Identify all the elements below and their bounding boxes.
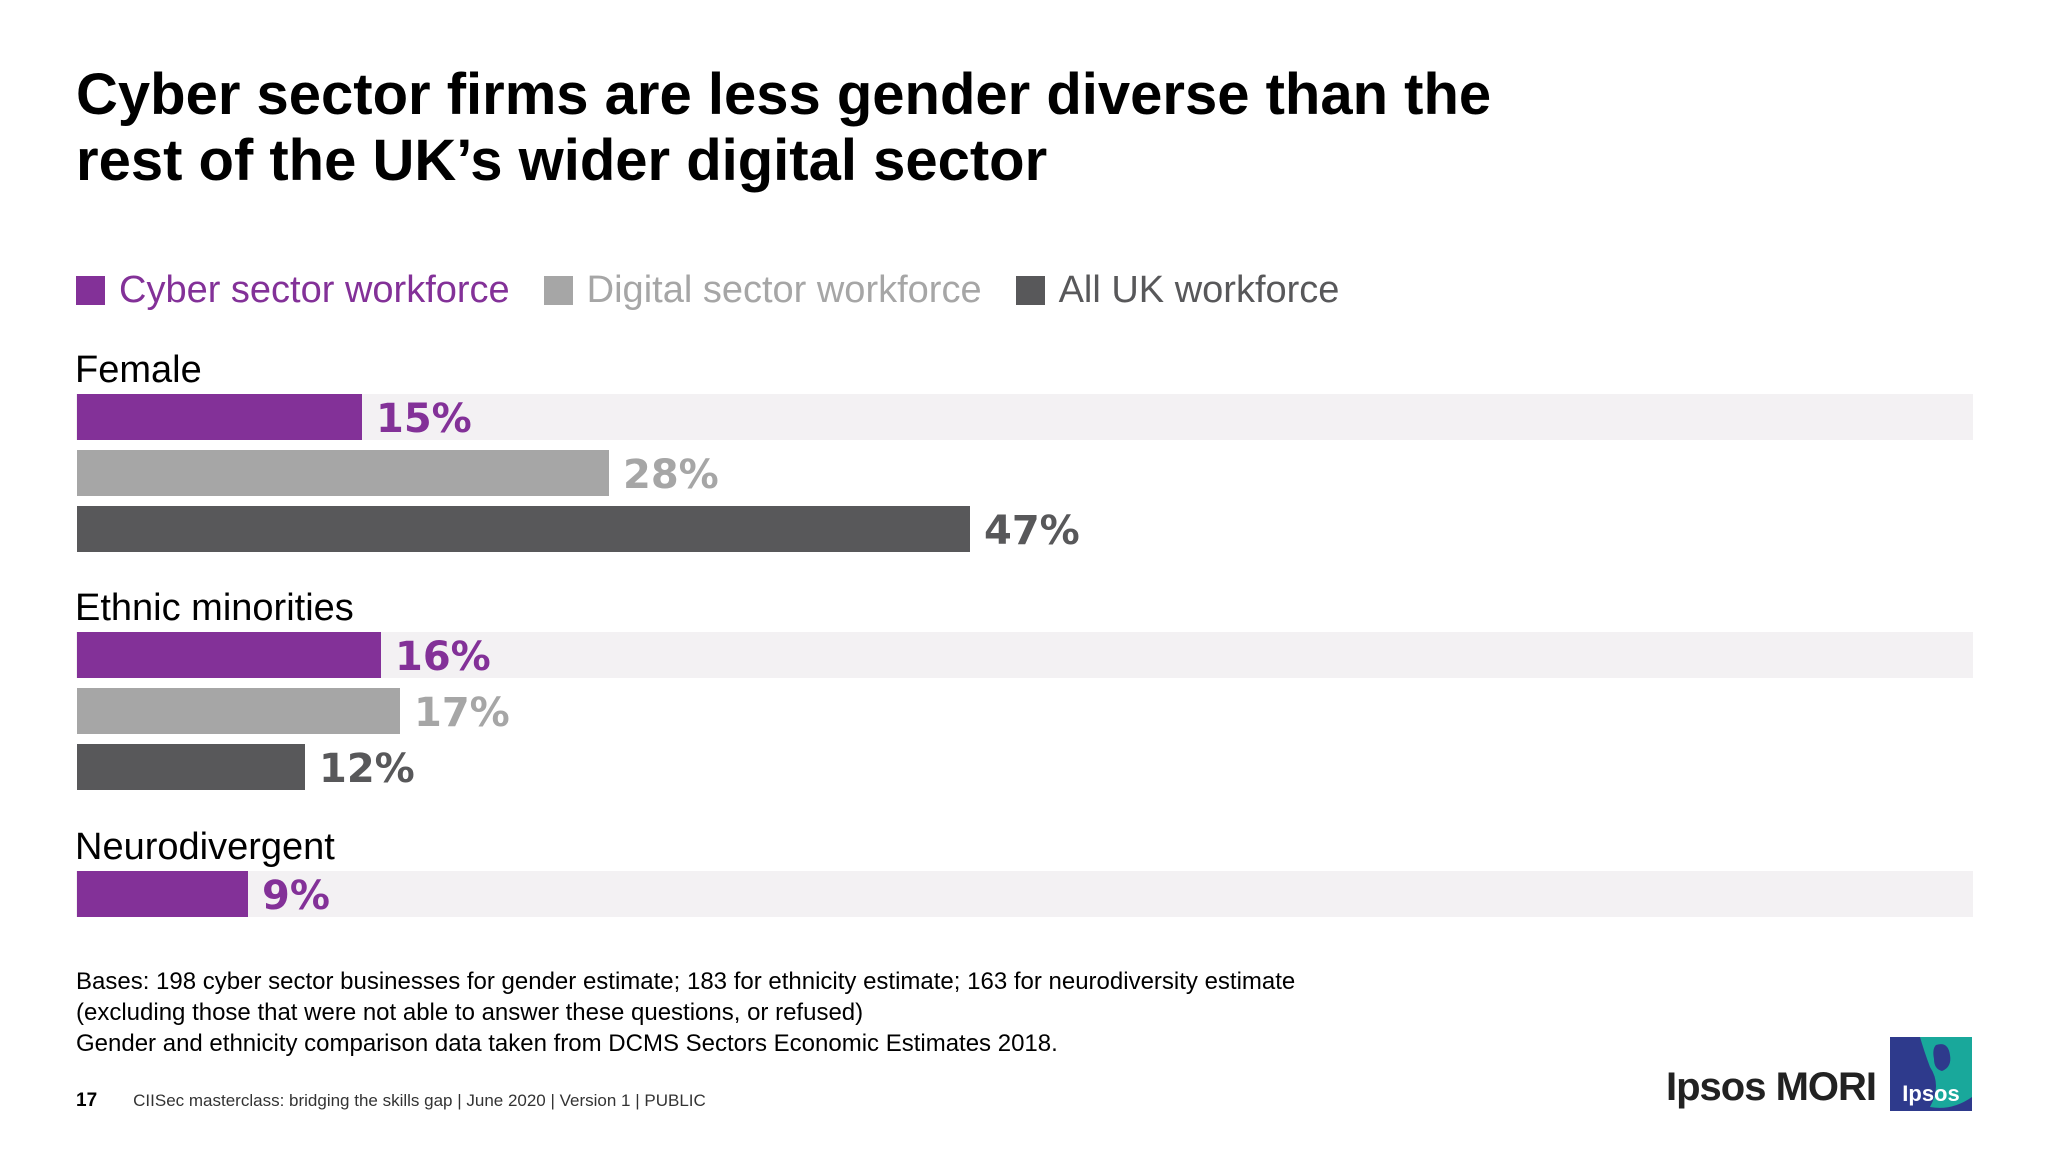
legend-label-cyber: Cyber sector workforce bbox=[119, 269, 510, 311]
footnote-line-1: Bases: 198 cyber sector businesses for g… bbox=[76, 968, 1296, 995]
page-number: 17 bbox=[76, 1090, 98, 1111]
bar-ethnic-minorities-cyber bbox=[77, 632, 381, 678]
bar-value-neurodivergent-cyber: 9% bbox=[262, 873, 330, 919]
legend-label-all-uk: All UK workforce bbox=[1058, 269, 1340, 311]
bar-female-cyber bbox=[77, 394, 362, 440]
bar-female-all-uk bbox=[77, 506, 970, 552]
bar-track-female bbox=[76, 394, 1973, 440]
bar-value-ethnic-minorities-all-uk: 12% bbox=[319, 746, 415, 792]
logo-text: Ipsos bbox=[1902, 1081, 1959, 1106]
footer-text: CIISec masterclass: bridging the skills … bbox=[133, 1091, 706, 1110]
brand-wordmark: Ipsos MORI bbox=[1666, 1065, 1877, 1109]
legend-swatch-digital bbox=[543, 275, 573, 305]
footnote: Bases: 198 cyber sector businesses for g… bbox=[76, 966, 1576, 1059]
legend-label-digital: Digital sector workforce bbox=[586, 269, 982, 311]
bar-ethnic-minorities-digital bbox=[77, 688, 400, 734]
bar-track-ethnic-minorities bbox=[76, 632, 1973, 678]
legend-item-cyber: Cyber sector workforce bbox=[76, 268, 510, 312]
footnote-line-2: (excluding those that were not able to a… bbox=[76, 999, 864, 1026]
bar-neurodivergent-cyber bbox=[77, 871, 248, 917]
chart-legend: Cyber sector workforce Digital sector wo… bbox=[76, 268, 1373, 312]
slide-title: Cyber sector firms are less gender diver… bbox=[76, 62, 1676, 194]
bar-value-ethnic-minorities-digital: 17% bbox=[414, 690, 510, 736]
group-label-neurodivergent: Neurodivergent bbox=[75, 826, 335, 868]
group-label-female: Female bbox=[75, 349, 202, 391]
title-line-1: Cyber sector firms are less gender diver… bbox=[76, 62, 1492, 127]
bar-value-female-digital: 28% bbox=[623, 452, 719, 498]
bar-value-ethnic-minorities-cyber: 16% bbox=[395, 634, 491, 680]
legend-item-all-uk: All UK workforce bbox=[1015, 268, 1340, 312]
footnote-line-3: Gender and ethnicity comparison data tak… bbox=[76, 1030, 1058, 1057]
bar-value-female-all-uk: 47% bbox=[984, 508, 1080, 554]
slide-footer: 17 CIISec masterclass: bridging the skil… bbox=[76, 1089, 706, 1113]
bar-ethnic-minorities-all-uk bbox=[77, 744, 305, 790]
title-line-2: rest of the UK’s wider digital sector bbox=[76, 128, 1048, 193]
bar-track-neurodivergent bbox=[76, 871, 1973, 917]
legend-swatch-cyber bbox=[76, 275, 105, 305]
bar-female-digital bbox=[77, 450, 609, 496]
legend-swatch-all-uk bbox=[1015, 275, 1045, 305]
ipsos-logo-icon: Ipsos bbox=[1890, 1037, 1972, 1111]
legend-item-digital: Digital sector workforce bbox=[543, 268, 982, 312]
group-label-ethnic-minorities: Ethnic minorities bbox=[75, 587, 354, 629]
bar-value-female-cyber: 15% bbox=[376, 396, 472, 442]
